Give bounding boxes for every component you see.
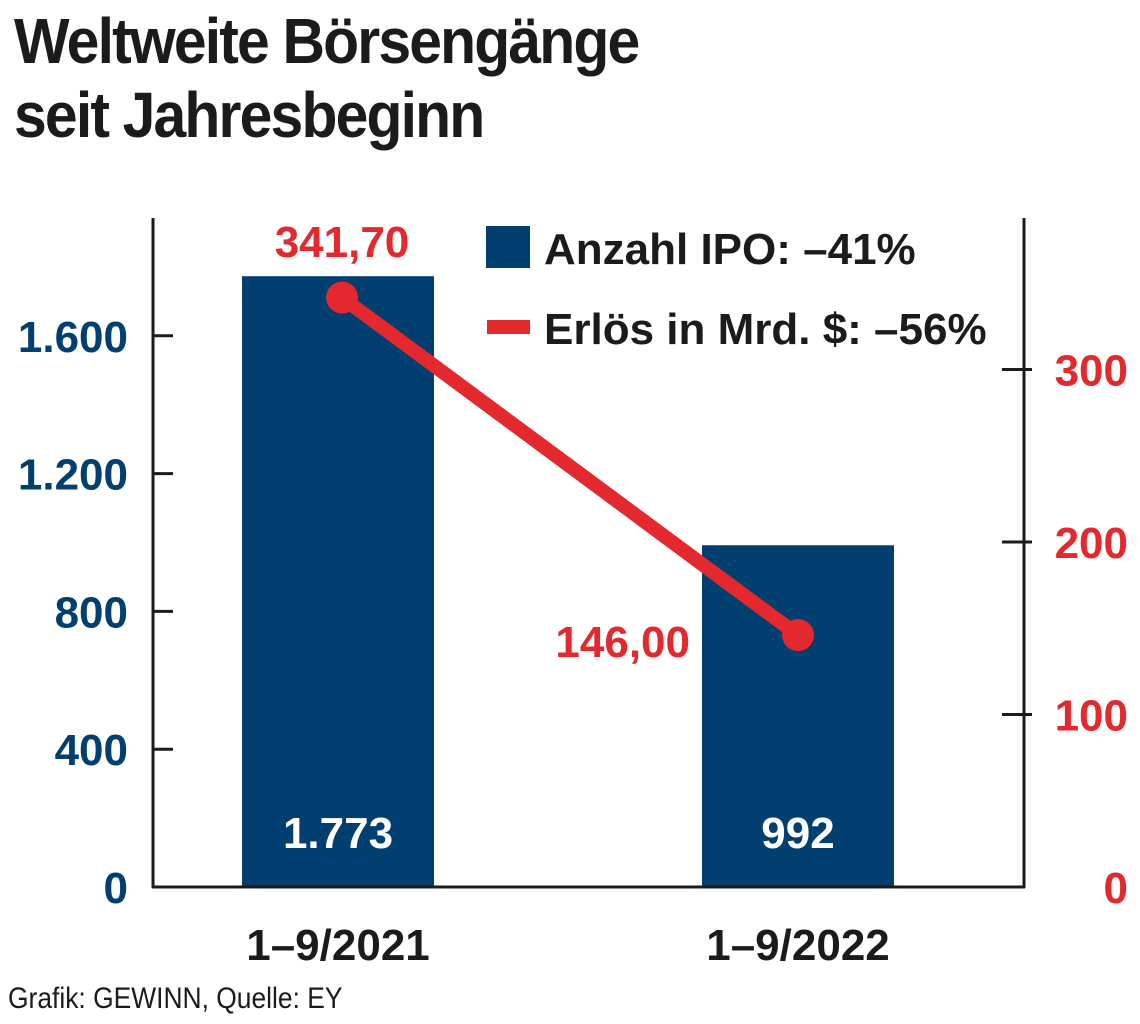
revenue-label-2: 146,00 [555, 618, 690, 667]
legend-bar-swatch [486, 226, 530, 268]
bar-1 [242, 276, 434, 887]
left-tick-label-0: 0 [104, 864, 128, 913]
category-label-2: 1–9/2022 [706, 921, 890, 970]
bar-value-label-1: 1.773 [283, 809, 393, 858]
left-tick-label-400: 400 [55, 726, 128, 775]
category-label-1: 1–9/2021 [246, 921, 430, 970]
legend-bar-label: Anzahl IPO: –41% [544, 225, 916, 274]
right-tick-label-200: 200 [1055, 519, 1128, 568]
right-tick-label-300: 300 [1055, 347, 1128, 396]
bar-2 [702, 545, 894, 887]
revenue-point-1 [326, 281, 358, 314]
bar-value-label-2: 992 [761, 809, 834, 858]
right-tick-label-100: 100 [1055, 692, 1128, 741]
left-tick-label-800: 800 [55, 588, 128, 637]
revenue-label-1: 341,70 [275, 218, 410, 267]
revenue-point-2 [782, 619, 814, 652]
ipo-chart: 1.773 992 0 400 800 1.200 1.600 0 100 200 300 1–9/2… [18, 218, 1128, 970]
left-tick-label-1600: 1.600 [18, 313, 128, 362]
source-note: Grafik: GEWINN, Quelle: EY [8, 982, 343, 1015]
chart-title: Weltweite Börsengänge seit Jahresbeginn [14, 4, 640, 152]
right-tick-label-0: 0 [1104, 864, 1128, 913]
title-line-1: Weltweite Börsengänge [14, 5, 640, 77]
title-line-2: seit Jahresbeginn [14, 79, 485, 151]
legend-line-label: Erlös in Mrd. $: –56% [544, 305, 987, 354]
left-tick-label-1200: 1.200 [18, 451, 128, 500]
revenue-line [335, 290, 805, 643]
